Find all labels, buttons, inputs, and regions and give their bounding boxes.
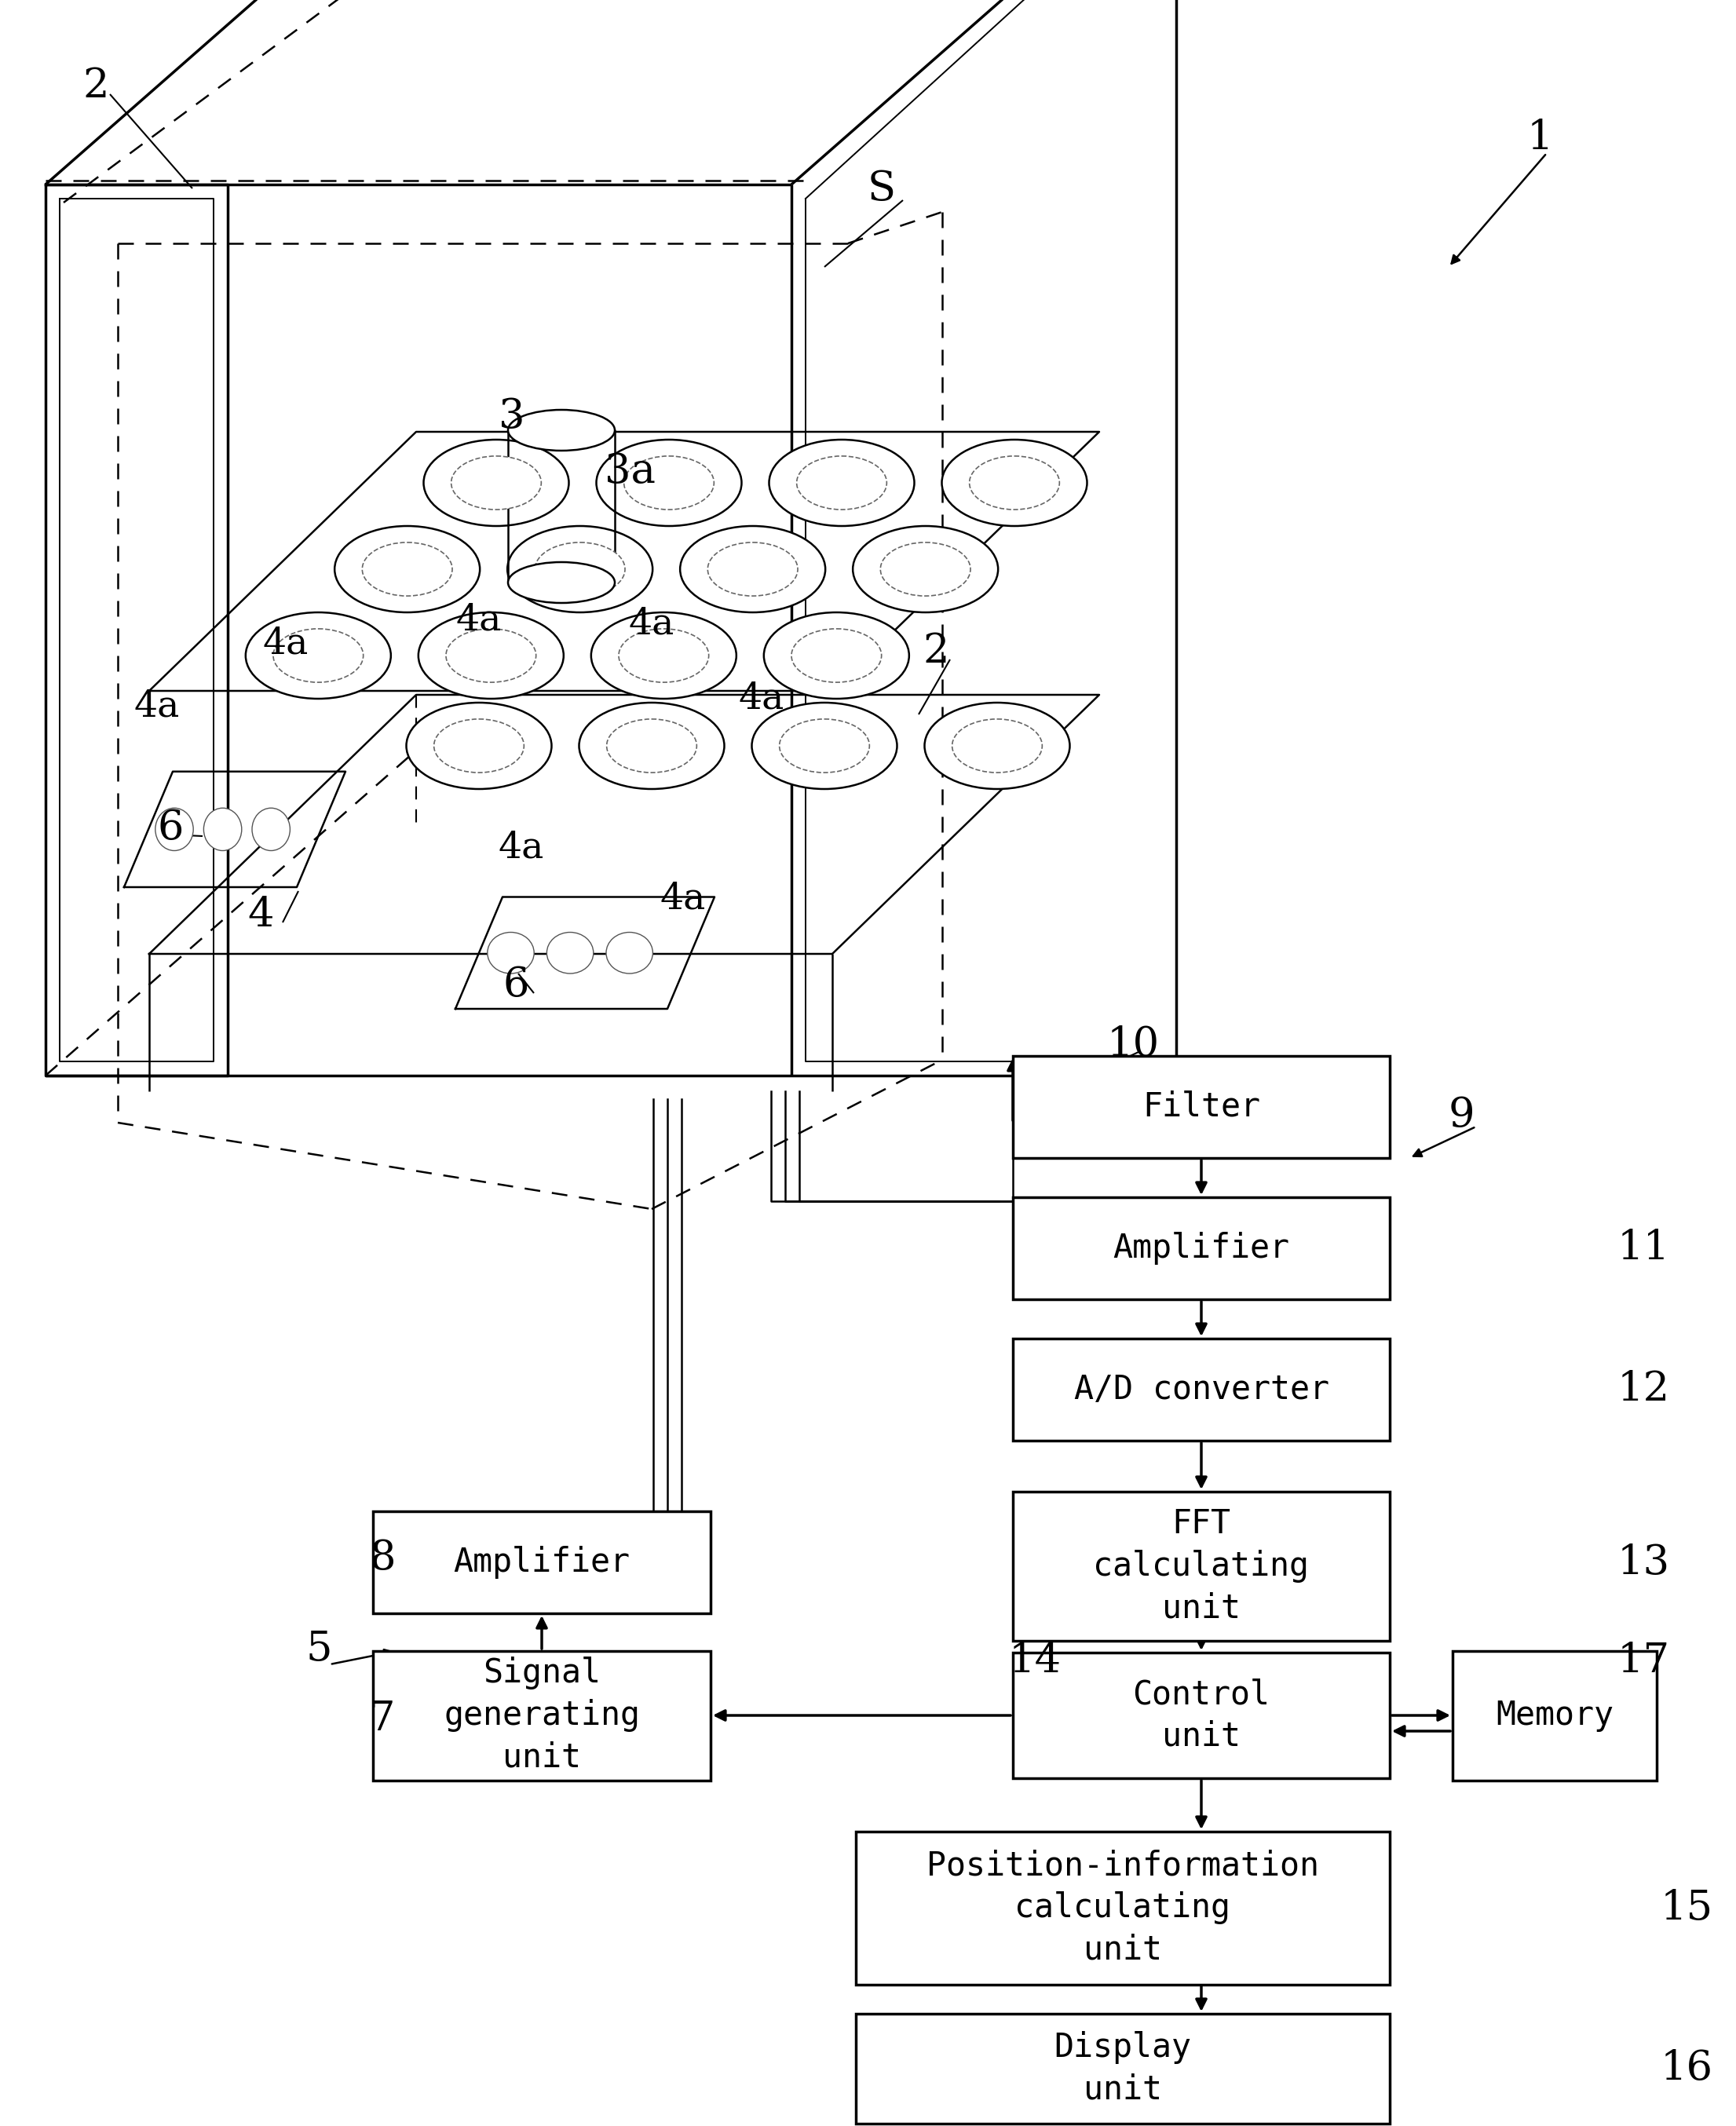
Bar [1012, 1057, 1391, 1159]
Bar [1453, 1650, 1656, 1779]
Bar [373, 1512, 710, 1614]
Text: 6: 6 [156, 808, 184, 848]
Ellipse shape [951, 719, 1042, 772]
Ellipse shape [203, 808, 241, 850]
Ellipse shape [446, 629, 536, 682]
Text: 4a: 4a [455, 602, 502, 638]
Text: 14: 14 [1009, 1641, 1062, 1680]
Ellipse shape [547, 933, 594, 974]
Bar [1012, 1492, 1391, 1641]
Ellipse shape [335, 525, 479, 612]
Text: Amplifier: Amplifier [453, 1546, 630, 1580]
Ellipse shape [925, 704, 1069, 789]
Ellipse shape [507, 525, 653, 612]
Text: 3a: 3a [604, 451, 656, 491]
Ellipse shape [880, 542, 970, 595]
Text: 16: 16 [1661, 2049, 1713, 2088]
Text: 4a: 4a [660, 880, 705, 916]
Ellipse shape [155, 808, 193, 850]
Ellipse shape [606, 719, 696, 772]
Bar [1012, 1197, 1391, 1299]
Text: FFT
calculating
unit: FFT calculating unit [1094, 1507, 1309, 1624]
Ellipse shape [535, 542, 625, 595]
Text: A/D converter: A/D converter [1073, 1373, 1328, 1405]
Text: 2: 2 [82, 66, 109, 106]
Text: 4a: 4a [628, 606, 674, 642]
Ellipse shape [580, 704, 724, 789]
Text: 10: 10 [1108, 1025, 1160, 1065]
Text: 4a: 4a [134, 689, 179, 725]
Ellipse shape [752, 704, 898, 789]
Text: 2: 2 [922, 631, 950, 672]
Text: 11: 11 [1618, 1229, 1670, 1269]
Text: 5: 5 [306, 1629, 333, 1669]
Ellipse shape [434, 719, 524, 772]
Ellipse shape [363, 542, 453, 595]
Ellipse shape [597, 440, 741, 525]
Text: 13: 13 [1618, 1541, 1670, 1582]
Text: 9: 9 [1448, 1095, 1476, 1135]
Bar [856, 2013, 1391, 2124]
Text: 12: 12 [1618, 1369, 1670, 1410]
Ellipse shape [681, 525, 825, 612]
Text: Display
unit: Display unit [1054, 2030, 1191, 2107]
Text: 3: 3 [498, 395, 524, 436]
Text: 4a: 4a [498, 829, 545, 865]
Text: Amplifier: Amplifier [1113, 1231, 1290, 1265]
Text: Position-information
calculating
unit: Position-information calculating unit [927, 1850, 1319, 1967]
Bar [373, 1650, 710, 1779]
Text: 4: 4 [247, 895, 274, 935]
Ellipse shape [509, 561, 615, 604]
Ellipse shape [606, 933, 653, 974]
Text: S: S [868, 168, 896, 208]
Ellipse shape [943, 440, 1087, 525]
Text: Signal
generating
unit: Signal generating unit [444, 1656, 641, 1773]
Ellipse shape [969, 457, 1059, 510]
Text: 8: 8 [370, 1539, 396, 1577]
Ellipse shape [406, 704, 552, 789]
Text: 7: 7 [370, 1699, 396, 1739]
Text: 4a: 4a [264, 625, 309, 661]
Ellipse shape [769, 440, 915, 525]
Text: Control
unit: Control unit [1132, 1677, 1271, 1754]
Ellipse shape [708, 542, 799, 595]
Ellipse shape [623, 457, 713, 510]
Bar [1012, 1339, 1391, 1441]
Text: 1: 1 [1528, 117, 1554, 157]
Ellipse shape [779, 719, 870, 772]
Ellipse shape [273, 629, 363, 682]
Ellipse shape [252, 808, 290, 850]
Ellipse shape [424, 440, 569, 525]
Ellipse shape [618, 629, 708, 682]
Text: 15: 15 [1661, 1888, 1713, 1928]
Ellipse shape [451, 457, 542, 510]
Ellipse shape [488, 933, 535, 974]
Ellipse shape [792, 629, 882, 682]
Ellipse shape [245, 612, 391, 699]
Bar [856, 1830, 1391, 1984]
Ellipse shape [418, 612, 564, 699]
Ellipse shape [590, 612, 736, 699]
Ellipse shape [509, 410, 615, 451]
Ellipse shape [764, 612, 910, 699]
Text: Memory: Memory [1496, 1699, 1613, 1733]
Bar [1012, 1652, 1391, 1777]
Text: 17: 17 [1618, 1641, 1670, 1680]
Ellipse shape [797, 457, 887, 510]
Text: 4a: 4a [738, 680, 785, 716]
Text: 6: 6 [502, 965, 529, 1006]
Text: Filter: Filter [1142, 1091, 1260, 1123]
Ellipse shape [852, 525, 998, 612]
